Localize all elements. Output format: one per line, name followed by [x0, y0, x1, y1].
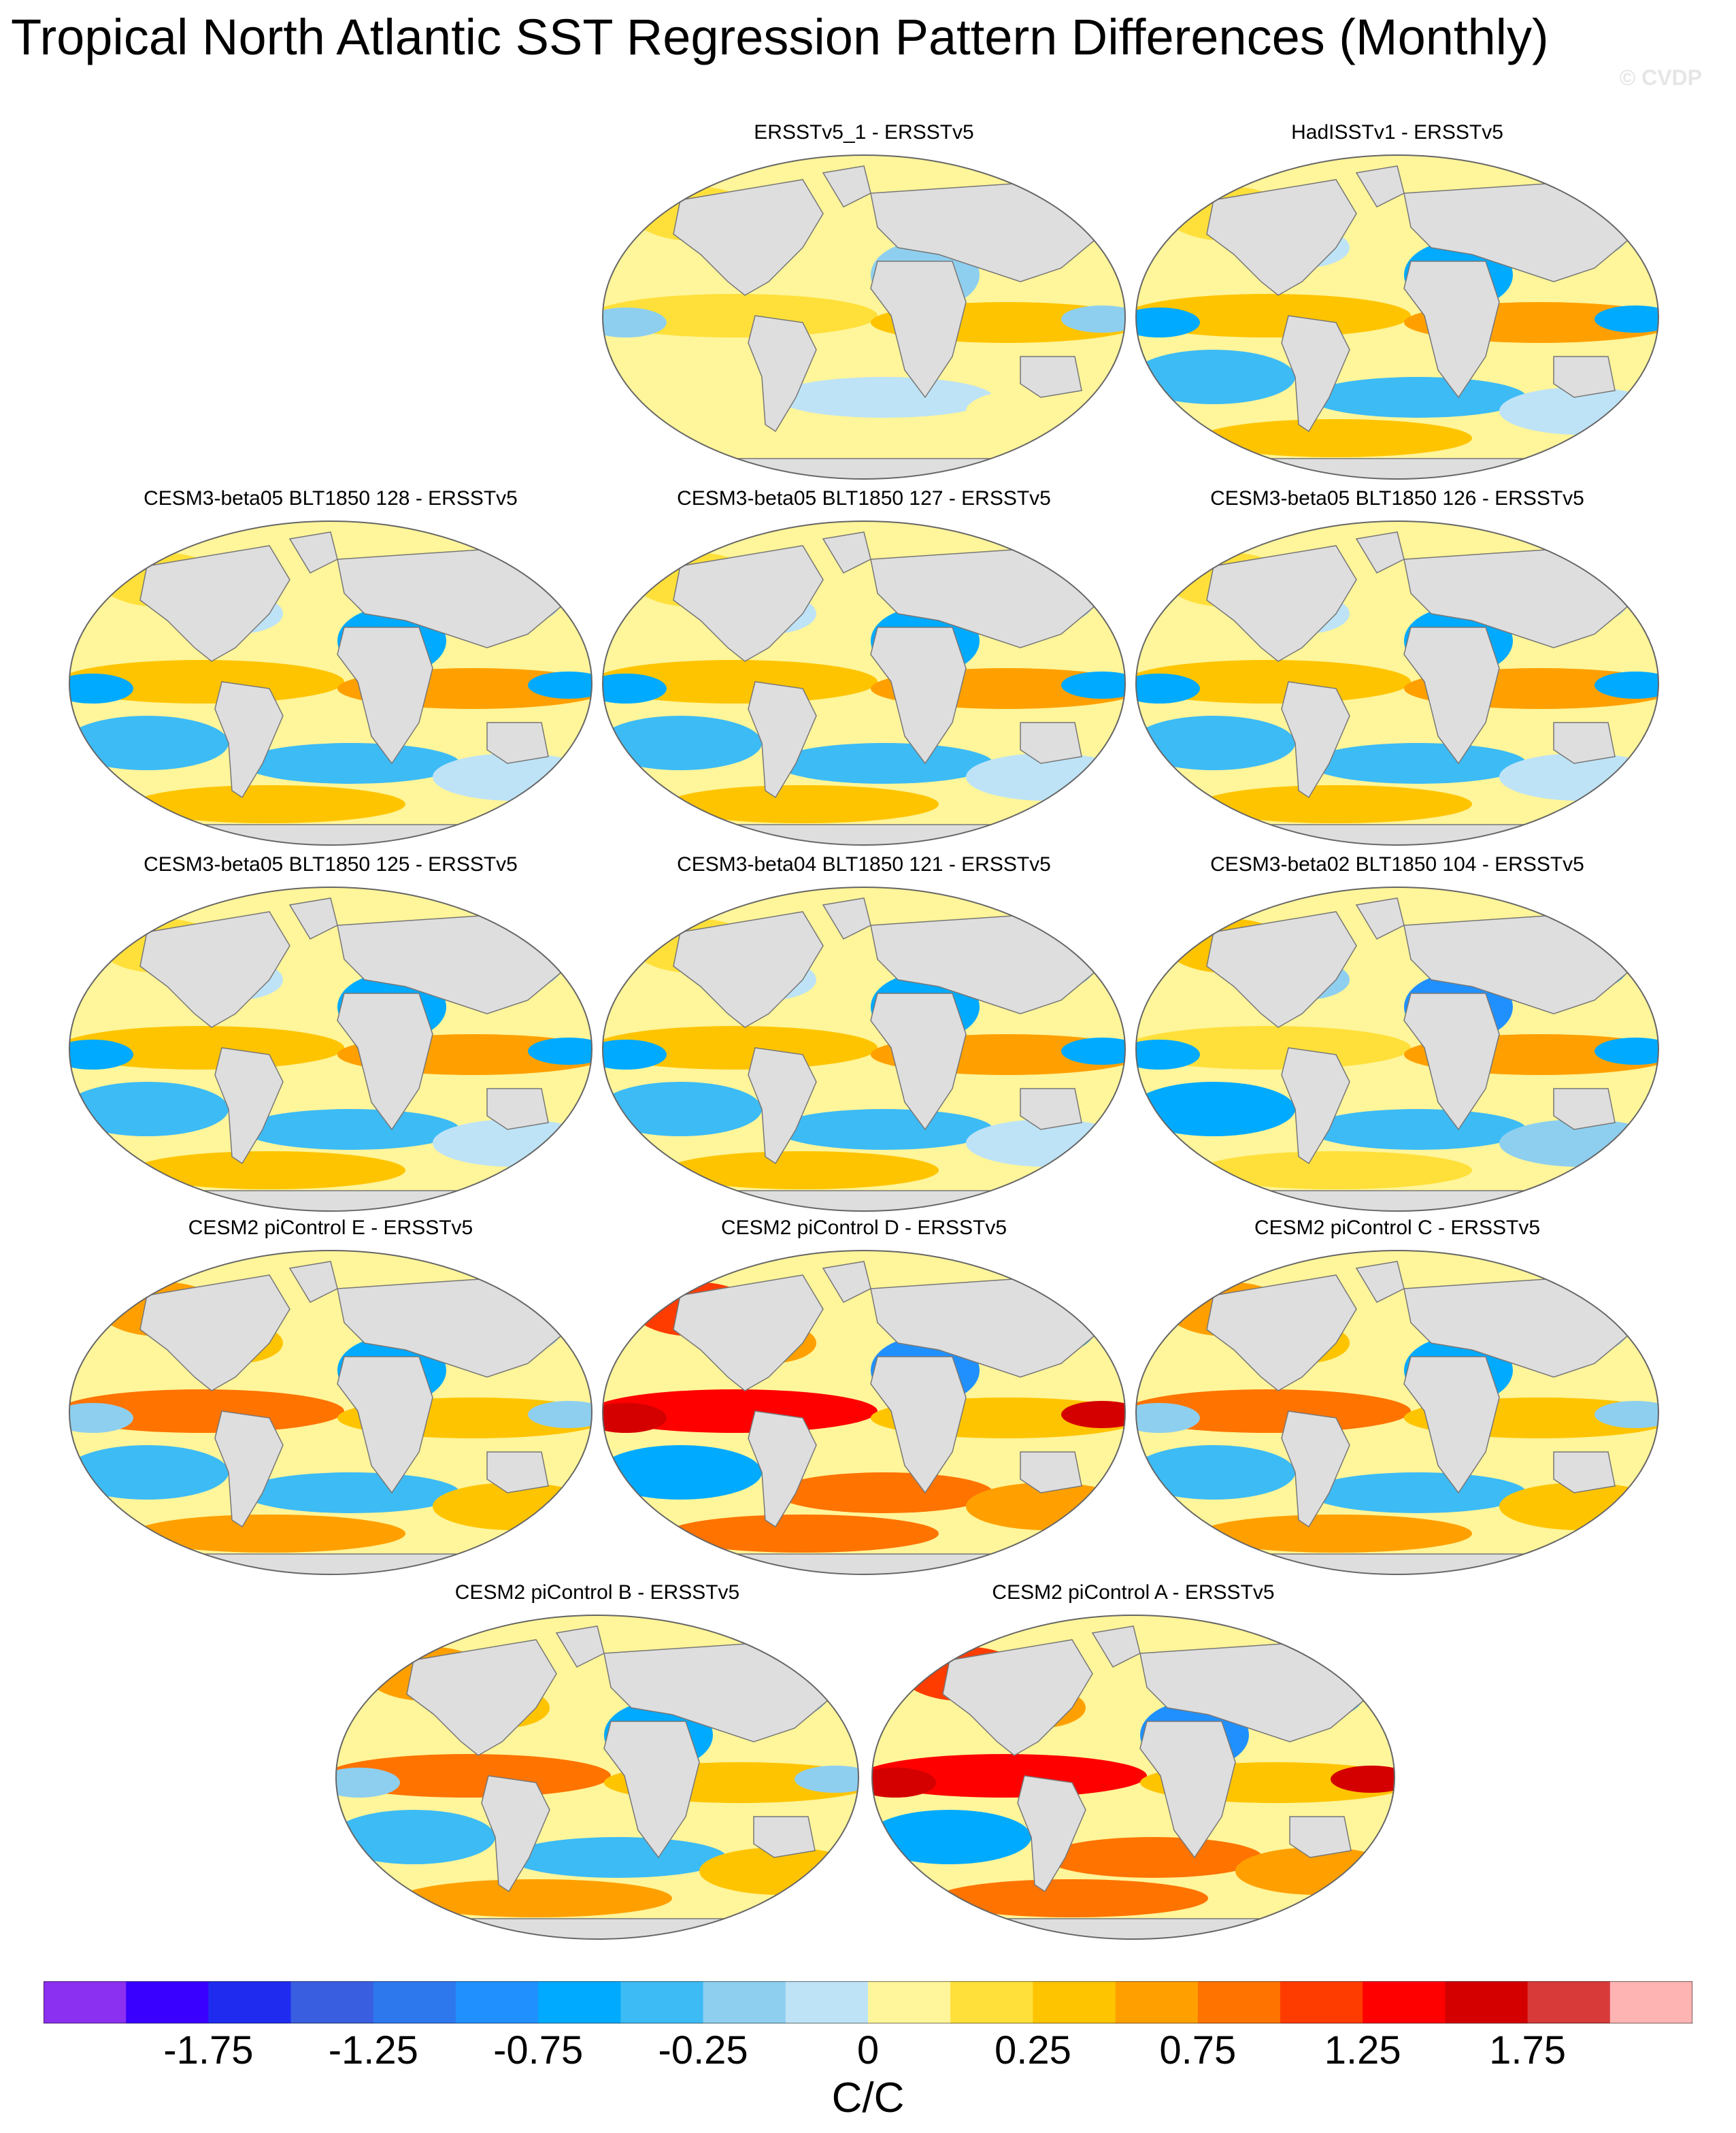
world-map [1135, 887, 1659, 1212]
sst-field [603, 521, 1125, 845]
panel-title: CESM3-beta04 BLT1850 121 - ERSSTv5 [677, 853, 1051, 876]
colorbar-tick-label: 0 [856, 2028, 880, 2072]
sst-field [69, 1251, 592, 1574]
world-map [602, 1250, 1126, 1575]
sst-field [1136, 1251, 1658, 1574]
colorbar-swatch [1280, 1981, 1363, 2023]
map-panel: ERSSTv5_1 - ERSSTv5 [599, 121, 1129, 482]
sst-field [69, 521, 592, 845]
sst-field [336, 1615, 858, 1939]
panel-title: CESM2 piControl B - ERSSTv5 [454, 1581, 740, 1604]
world-map [871, 1615, 1395, 1940]
map-panel: CESM2 piControl B - ERSSTv5 [332, 1581, 863, 1942]
panel-title: CESM3-beta05 BLT1850 127 - ERSSTv5 [677, 487, 1051, 510]
panel-title: CESM3-beta05 BLT1850 126 - ERSSTv5 [1210, 487, 1584, 510]
colorbar-swatch [126, 1981, 209, 2023]
world-map [1135, 520, 1659, 846]
watermark: © CVDP [1619, 65, 1702, 90]
sst-field [603, 155, 1125, 479]
colorbar-swatch [1609, 1981, 1692, 2023]
map-panel: CESM3-beta04 BLT1850 121 - ERSSTv5 [599, 853, 1129, 1214]
world-map [335, 1615, 859, 1940]
sst-field [1136, 887, 1658, 1211]
colorbar-swatch [868, 1981, 951, 2023]
colorbar-swatch [1197, 1981, 1281, 2023]
colorbar-swatch [44, 1981, 127, 2023]
colorbar-swatch [373, 1981, 456, 2023]
colorbar-swatch [703, 1981, 786, 2023]
sst-field [69, 887, 592, 1211]
colorbar-tick-label: 0.75 [1159, 2028, 1237, 2072]
colorbar-swatch [785, 1981, 869, 2023]
sst-field [1136, 155, 1658, 479]
panel-title: HadISSTv1 - ERSSTv5 [1291, 121, 1503, 144]
panel-title: CESM2 piControl A - ERSSTv5 [992, 1581, 1275, 1604]
map-panel: CESM3-beta02 BLT1850 104 - ERSSTv5 [1132, 853, 1663, 1214]
colorbar-tick-label: 0.25 [994, 2028, 1071, 2072]
world-map [602, 887, 1126, 1212]
page-title: Tropical North Atlantic SST Regression P… [11, 9, 1549, 65]
panel-title: CESM3-beta05 BLT1850 125 - ERSSTv5 [144, 853, 518, 876]
panel-title: CESM2 piControl C - ERSSTv5 [1254, 1217, 1541, 1239]
world-map [69, 520, 592, 846]
world-map [69, 887, 592, 1212]
colorbar-swatch [1033, 1981, 1116, 2023]
colorbar-tick-label: -1.25 [328, 2028, 418, 2072]
colorbar-swatch [620, 1981, 704, 2023]
map-panel: CESM3-beta05 BLT1850 128 - ERSSTv5 [65, 487, 596, 848]
map-panel: CESM2 piControl C - ERSSTv5 [1132, 1217, 1663, 1577]
colorbar-swatch [1445, 1981, 1529, 2023]
colorbar [44, 1981, 1692, 2023]
colorbar-swatch [208, 1981, 292, 2023]
colorbar-tick-label: 1.25 [1324, 2028, 1401, 2072]
panel-title: CESM2 piControl D - ERSSTv5 [720, 1217, 1007, 1239]
sst-field [1136, 521, 1658, 845]
panel-title: CESM3-beta02 BLT1850 104 - ERSSTv5 [1210, 853, 1584, 876]
world-map [1135, 154, 1659, 480]
colorbar-swatch [538, 1981, 621, 2023]
sst-field [872, 1615, 1395, 1939]
panel-title: CESM3-beta05 BLT1850 128 - ERSSTv5 [144, 487, 518, 510]
world-map [602, 520, 1126, 846]
panel-title: CESM2 piControl E - ERSSTv5 [188, 1217, 473, 1239]
colorbar-swatch [1363, 1981, 1446, 2023]
map-panel: CESM2 piControl A - ERSSTv5 [868, 1581, 1399, 1942]
colorbar-units: C/C [831, 2074, 905, 2121]
colorbar-swatch [950, 1981, 1033, 2023]
map-panel: CESM2 piControl E - ERSSTv5 [65, 1217, 596, 1577]
map-panel: CESM3-beta05 BLT1850 127 - ERSSTv5 [599, 487, 1129, 848]
colorbar-tick-label: -0.25 [658, 2028, 748, 2072]
colorbar-tick-label: -0.75 [493, 2028, 584, 2072]
colorbar-swatch [290, 1981, 374, 2023]
world-map [1135, 1250, 1659, 1575]
world-map [602, 154, 1126, 480]
panel-title: ERSSTv5_1 - ERSSTv5 [754, 121, 974, 144]
colorbar-tick-label: -1.75 [163, 2028, 254, 2072]
map-panel: CESM3-beta05 BLT1850 125 - ERSSTv5 [65, 853, 596, 1214]
colorbar-swatch [1527, 1981, 1611, 2023]
colorbar-swatch [456, 1981, 539, 2023]
sst-field [603, 1251, 1125, 1574]
map-panel: CESM2 piControl D - ERSSTv5 [599, 1217, 1129, 1577]
world-map [69, 1250, 592, 1575]
colorbar-swatch [1115, 1981, 1199, 2023]
map-panel: HadISSTv1 - ERSSTv5 [1132, 121, 1663, 482]
colorbar-tick-label: 1.75 [1489, 2028, 1567, 2072]
sst-field [603, 887, 1125, 1211]
map-panel: CESM3-beta05 BLT1850 126 - ERSSTv5 [1132, 487, 1663, 848]
